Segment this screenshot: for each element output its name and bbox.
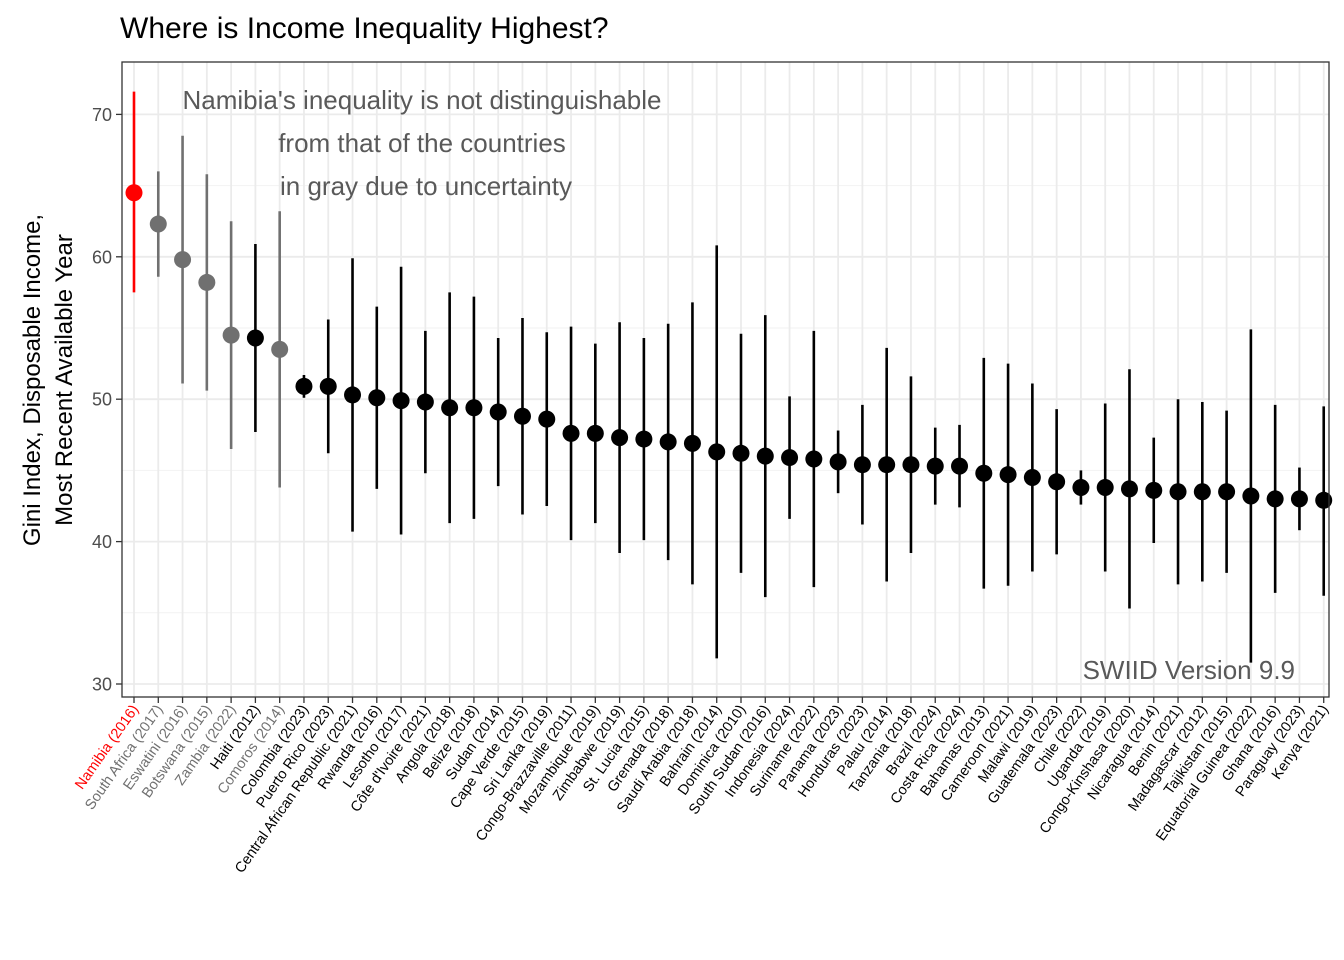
plot-panel bbox=[122, 62, 1329, 697]
data-point bbox=[149, 215, 167, 233]
data-point bbox=[1218, 483, 1236, 501]
data-point bbox=[926, 457, 944, 475]
data-point bbox=[756, 447, 774, 465]
data-point bbox=[1169, 483, 1187, 501]
data-point bbox=[659, 433, 677, 451]
data-point bbox=[878, 456, 896, 474]
data-point bbox=[975, 464, 993, 482]
annotation-line-1: Namibia's inequality is not distinguisha… bbox=[182, 85, 661, 115]
data-point bbox=[465, 399, 483, 417]
data-point bbox=[125, 184, 143, 202]
data-point bbox=[1193, 483, 1211, 501]
data-point bbox=[1145, 481, 1163, 499]
data-point bbox=[1120, 480, 1138, 498]
data-point bbox=[611, 429, 629, 447]
data-point bbox=[344, 386, 362, 404]
data-point bbox=[1242, 487, 1260, 505]
y-tick-label: 70 bbox=[92, 105, 112, 125]
y-tick-label: 30 bbox=[92, 675, 112, 695]
data-point bbox=[1072, 478, 1090, 496]
data-point bbox=[489, 403, 507, 421]
data-point bbox=[635, 430, 653, 448]
data-point bbox=[902, 456, 920, 474]
data-point bbox=[174, 251, 192, 269]
y-axis-title-line-1: Gini Index, Disposable Income, bbox=[19, 214, 46, 546]
data-point bbox=[538, 410, 556, 428]
data-point bbox=[441, 399, 459, 417]
data-point bbox=[732, 444, 750, 462]
data-point bbox=[392, 392, 410, 410]
data-point bbox=[295, 377, 313, 395]
plot-border bbox=[121, 61, 1330, 698]
data-point bbox=[1266, 490, 1284, 508]
y-tick-label: 60 bbox=[92, 247, 112, 267]
data-point bbox=[683, 434, 701, 452]
data-point bbox=[1048, 473, 1066, 491]
data-point bbox=[829, 453, 847, 471]
data-point bbox=[805, 450, 823, 468]
data-point bbox=[781, 449, 799, 467]
annotation-line-2: from that of the countries bbox=[278, 128, 566, 158]
data-point bbox=[999, 466, 1017, 484]
y-tick-label: 40 bbox=[92, 532, 112, 552]
data-point bbox=[708, 443, 726, 461]
data-point bbox=[271, 340, 289, 358]
x-axis: Namibia (2016)South Africa (2017)Eswatin… bbox=[72, 697, 1332, 876]
data-point bbox=[951, 457, 969, 475]
y-axis-title-line-2: Most Recent Available Year bbox=[51, 234, 78, 526]
data-point bbox=[513, 407, 531, 425]
data-point bbox=[198, 273, 216, 291]
version-note: SWIID Version 9.9 bbox=[1083, 655, 1295, 685]
data-point bbox=[1096, 478, 1114, 496]
y-axis: 30 40 50 60 70 bbox=[92, 105, 122, 695]
data-point bbox=[853, 456, 871, 474]
data-point bbox=[562, 424, 580, 442]
data-point bbox=[1315, 491, 1333, 509]
data-point bbox=[1023, 469, 1041, 487]
data-layer bbox=[125, 91, 1333, 663]
data-point bbox=[246, 329, 264, 347]
data-point bbox=[222, 326, 240, 344]
data-point bbox=[319, 377, 337, 395]
data-point bbox=[368, 389, 386, 407]
data-point bbox=[1290, 490, 1308, 508]
data-point bbox=[416, 393, 434, 411]
y-tick-label: 50 bbox=[92, 390, 112, 410]
annotation-line-3: in gray due to uncertainty bbox=[280, 171, 572, 201]
data-point bbox=[586, 424, 604, 442]
chart-title: Where is Income Inequality Highest? bbox=[120, 12, 609, 45]
